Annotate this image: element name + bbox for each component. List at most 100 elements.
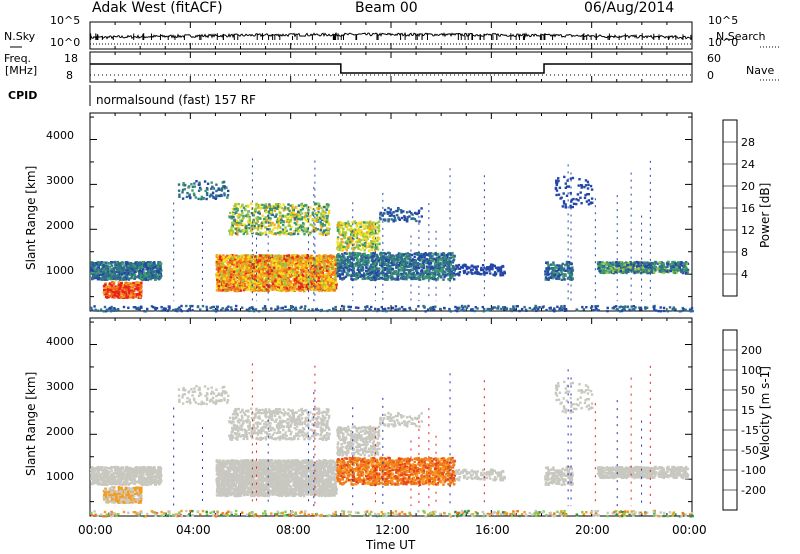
power-cell	[133, 282, 136, 285]
power-cell	[126, 277, 129, 280]
power-cell	[269, 278, 272, 282]
power-cell	[118, 287, 121, 291]
velocity-cell	[263, 473, 266, 476]
velocity-cell	[113, 472, 116, 475]
power-cell	[91, 266, 95, 269]
velocity-cell	[106, 480, 109, 483]
velocity-cell	[151, 477, 154, 481]
power-cell	[136, 266, 139, 269]
velocity-cell	[105, 483, 108, 486]
velocity-cell	[234, 467, 238, 471]
power-cell	[129, 294, 132, 298]
power-cell	[287, 289, 291, 292]
velocity-cell	[140, 469, 143, 473]
velocity-cell	[95, 477, 98, 480]
velocity-cell	[147, 469, 150, 472]
velocity-cell	[131, 492, 135, 495]
velocity-cell	[246, 491, 249, 494]
velocity-cell	[282, 489, 286, 493]
power-cell	[107, 285, 110, 289]
velocity-cell	[96, 465, 99, 469]
power-cell	[290, 274, 294, 277]
velocity-cell	[99, 474, 102, 477]
power-cell	[140, 281, 143, 284]
velocity-cell	[102, 476, 105, 479]
power-cell	[132, 283, 135, 287]
velocity-cell	[144, 478, 147, 482]
velocity-cell	[156, 480, 159, 483]
power-cell	[113, 273, 116, 277]
power-cell	[160, 274, 163, 278]
velocity-cell	[137, 486, 140, 489]
power-cell	[138, 295, 142, 298]
velocity-cell	[140, 479, 143, 482]
velocity-cell	[240, 459, 243, 462]
velocity-cell	[92, 476, 96, 479]
power-cell	[147, 263, 150, 266]
power-cell	[149, 275, 152, 278]
power-cell	[242, 287, 245, 290]
power-cell	[110, 270, 113, 274]
power-cell	[112, 270, 116, 274]
power-cell	[142, 261, 145, 264]
velocity-cell	[122, 471, 125, 475]
velocity-cell	[105, 466, 108, 469]
velocity-cell	[131, 468, 135, 472]
velocity-cell	[118, 492, 121, 496]
velocity-cell	[266, 467, 269, 470]
velocity-cell	[142, 473, 145, 476]
velocity-cell	[299, 468, 302, 471]
power-cell	[108, 265, 111, 268]
power-cell	[121, 290, 124, 293]
power-cell	[138, 265, 141, 268]
velocity-cell	[110, 472, 113, 476]
power-cell	[135, 293, 139, 297]
power-cell	[121, 262, 124, 266]
power-cell	[90, 263, 93, 266]
velocity-cell	[123, 469, 126, 472]
power-cell	[110, 284, 113, 287]
velocity-cell	[134, 489, 137, 492]
velocity-cell	[133, 475, 137, 479]
velocity-cell	[308, 488, 312, 492]
velocity-cell	[110, 489, 113, 492]
power-cell	[126, 262, 129, 265]
velocity-cell	[232, 490, 235, 493]
power-cell	[158, 261, 162, 264]
velocity-cell	[144, 467, 147, 470]
power-cell	[130, 293, 133, 296]
velocity-cell	[99, 468, 103, 471]
velocity-cell	[108, 481, 111, 485]
power-cell	[127, 272, 130, 275]
velocity-cell	[153, 479, 156, 482]
power-cell	[129, 271, 132, 274]
velocity-cell	[134, 492, 137, 495]
power-cell	[157, 272, 160, 275]
power-cell	[282, 286, 285, 289]
power-cell	[275, 257, 278, 261]
power-cell	[149, 261, 153, 265]
power-cell	[237, 257, 241, 260]
power-cell	[131, 263, 135, 267]
power-cell	[235, 261, 238, 264]
power-cell	[133, 289, 136, 292]
power-cell	[117, 277, 120, 280]
power-cell	[106, 293, 109, 296]
power-cell	[106, 275, 109, 278]
power-cell	[146, 261, 150, 264]
power-cell	[318, 254, 321, 257]
velocity-cell	[277, 484, 281, 487]
power-cell	[121, 272, 124, 276]
velocity-cell	[129, 467, 133, 470]
power-cell	[109, 271, 112, 274]
velocity-cell	[123, 476, 127, 480]
power-cell	[115, 289, 118, 292]
power-cell	[140, 290, 143, 293]
power-cell	[153, 274, 156, 277]
power-cell	[124, 291, 127, 295]
velocity-cell	[117, 482, 120, 485]
power-cell	[263, 268, 266, 271]
power-cell	[151, 272, 154, 276]
velocity-cell	[102, 469, 105, 472]
power-cell	[122, 270, 125, 274]
